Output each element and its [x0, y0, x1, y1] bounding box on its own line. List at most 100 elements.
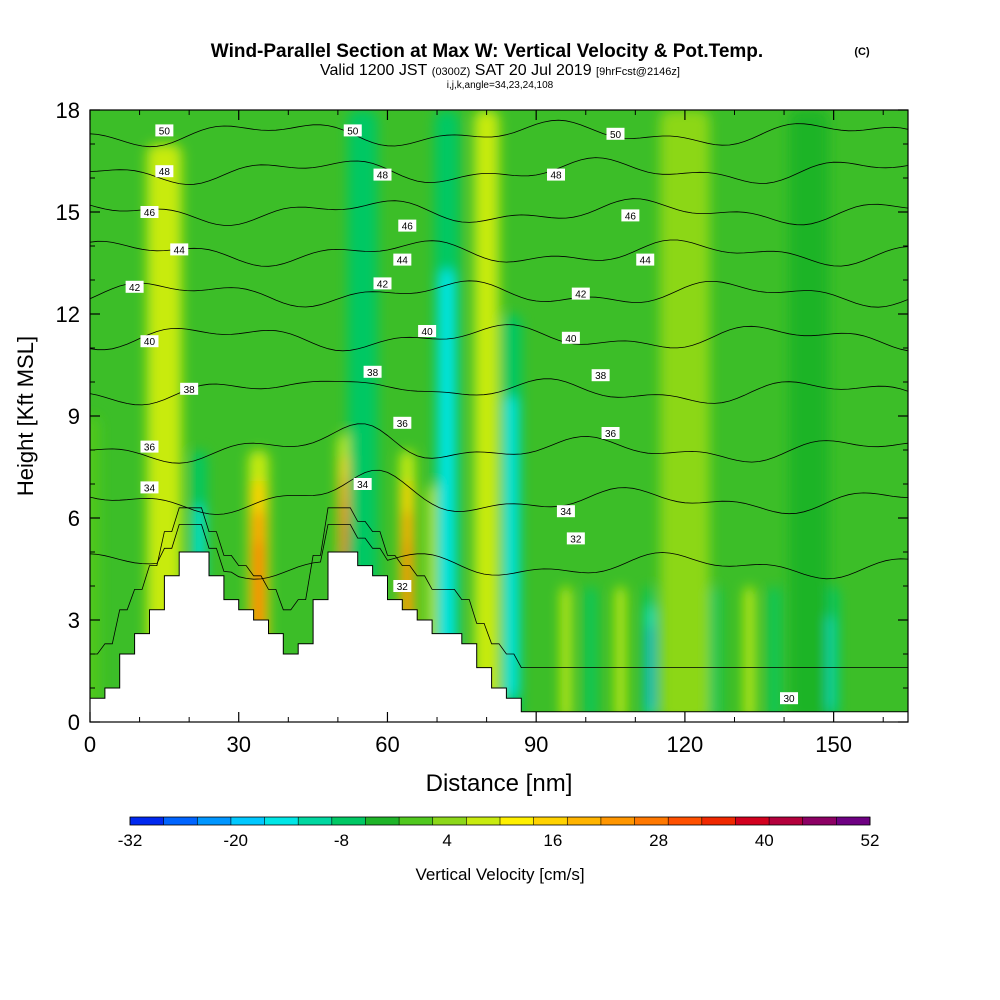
colorbar-swatch: [231, 817, 265, 825]
colorbar-swatch: [635, 817, 669, 825]
svg-text:44: 44: [174, 245, 186, 256]
colorbar-swatch: [466, 817, 500, 825]
velocity-cell: [505, 396, 517, 698]
svg-text:38: 38: [595, 371, 607, 382]
x-tick-label: 60: [375, 732, 399, 757]
svg-text:32: 32: [397, 582, 409, 593]
contour-label: 36: [393, 417, 411, 430]
colorbar-swatch: [702, 817, 736, 825]
velocity-cell: [561, 586, 571, 722]
velocity-cell: [710, 586, 720, 722]
contour-label: 34: [140, 481, 158, 494]
velocity-cell: [744, 586, 754, 722]
svg-text:38: 38: [184, 385, 196, 396]
x-tick-label: 0: [84, 732, 96, 757]
contour-label: 38: [180, 383, 198, 396]
colorbar-tick-label: -8: [334, 831, 349, 850]
colorbar-tick-label: 52: [861, 831, 880, 850]
contour-label: 50: [344, 124, 362, 137]
colorbar-swatch: [567, 817, 601, 825]
contour-label: 44: [636, 254, 654, 267]
y-tick-label: 0: [68, 710, 80, 735]
svg-text:44: 44: [640, 256, 652, 267]
svg-text:36: 36: [397, 419, 409, 430]
svg-text:40: 40: [144, 337, 156, 348]
colorbar-swatch: [197, 817, 231, 825]
figure: Wind-Parallel Section at Max W: Vertical…: [0, 0, 1000, 1000]
contour-label: 38: [592, 369, 610, 382]
colorbar-swatch: [735, 817, 769, 825]
x-tick-label: 30: [226, 732, 250, 757]
colorbar-tick-label: 16: [543, 831, 562, 850]
svg-text:46: 46: [144, 208, 156, 219]
contour-label: 50: [607, 128, 625, 141]
x-tick-label: 90: [524, 732, 548, 757]
colorbar-tick-label: 4: [442, 831, 451, 850]
svg-text:48: 48: [550, 171, 562, 182]
contour-label: 42: [572, 288, 590, 301]
svg-text:36: 36: [605, 429, 617, 440]
svg-text:42: 42: [129, 283, 141, 294]
svg-text:34: 34: [560, 507, 572, 518]
y-tick-label: 18: [56, 98, 80, 123]
colorbar-tick-label: -20: [223, 831, 248, 850]
svg-text:34: 34: [144, 483, 156, 494]
contour-label: 44: [393, 254, 411, 267]
svg-text:46: 46: [402, 222, 414, 233]
contour-label: 32: [393, 580, 411, 593]
x-tick-label: 120: [667, 732, 704, 757]
colorbar-swatch: [433, 817, 467, 825]
valid-utc: (0300Z): [432, 66, 471, 78]
svg-text:42: 42: [575, 290, 587, 301]
contour-label: 46: [398, 220, 416, 233]
contour-label: 42: [373, 277, 391, 290]
plot-area: 50 50 50 48 48 48 46 46 46 44 44 44 42 42 42 40 40 40 38 38…: [80, 110, 908, 722]
svg-text:40: 40: [422, 327, 434, 338]
x-axis-label: Distance [nm]: [426, 770, 573, 797]
contour-label: 40: [562, 332, 580, 345]
y-axis-label: Height [Kft MSL]: [13, 336, 38, 496]
y-tick-label: 12: [56, 302, 80, 327]
contour-label: 40: [140, 335, 158, 348]
y-tick-label: 6: [68, 506, 80, 531]
velocity-cell: [769, 586, 779, 722]
forecast-info: [9hrFcst@2146z]: [596, 66, 680, 78]
colorbar-tick-label: -32: [118, 831, 143, 850]
valid-prefix: Valid 1200 JST: [320, 62, 428, 79]
contour-label: 46: [621, 209, 639, 222]
colorbar-tick-label: 40: [755, 831, 774, 850]
svg-text:40: 40: [565, 334, 577, 345]
velocity-cell: [586, 586, 596, 722]
colorbar-swatch: [836, 817, 870, 825]
velocity-cell: [616, 586, 626, 722]
contour-label: 36: [140, 441, 158, 454]
svg-text:50: 50: [347, 126, 359, 137]
svg-text:32: 32: [570, 534, 582, 545]
copyright-mark: (C): [854, 46, 870, 58]
contour-label: 50: [155, 124, 173, 137]
colorbar-label: Vertical Velocity [cm/s]: [415, 865, 584, 884]
y-tick-label: 3: [68, 608, 80, 633]
colorbar-swatch: [803, 817, 837, 825]
colorbar-swatch: [164, 817, 198, 825]
colorbar-swatch: [298, 817, 332, 825]
colorbar-swatch: [534, 817, 568, 825]
colorbar-swatch: [769, 817, 803, 825]
grid-indices: i,j,k,angle=34,23,24,108: [447, 80, 554, 91]
y-tick-label: 9: [68, 404, 80, 429]
svg-text:48: 48: [377, 171, 389, 182]
contour-label: 46: [140, 206, 158, 219]
contour-label: 32: [567, 532, 585, 545]
contour-label: 48: [155, 165, 173, 178]
colorbar-swatch: [601, 817, 635, 825]
colorbar-swatch: [130, 817, 164, 825]
contour-label: 42: [126, 281, 144, 294]
svg-text:36: 36: [144, 443, 156, 454]
svg-text:48: 48: [159, 167, 171, 178]
x-tick-label: 150: [815, 732, 852, 757]
svg-text:42: 42: [377, 279, 389, 290]
svg-text:34: 34: [357, 480, 369, 491]
colorbar-swatch: [332, 817, 366, 825]
colorbar-swatch: [365, 817, 399, 825]
svg-text:50: 50: [610, 130, 622, 141]
